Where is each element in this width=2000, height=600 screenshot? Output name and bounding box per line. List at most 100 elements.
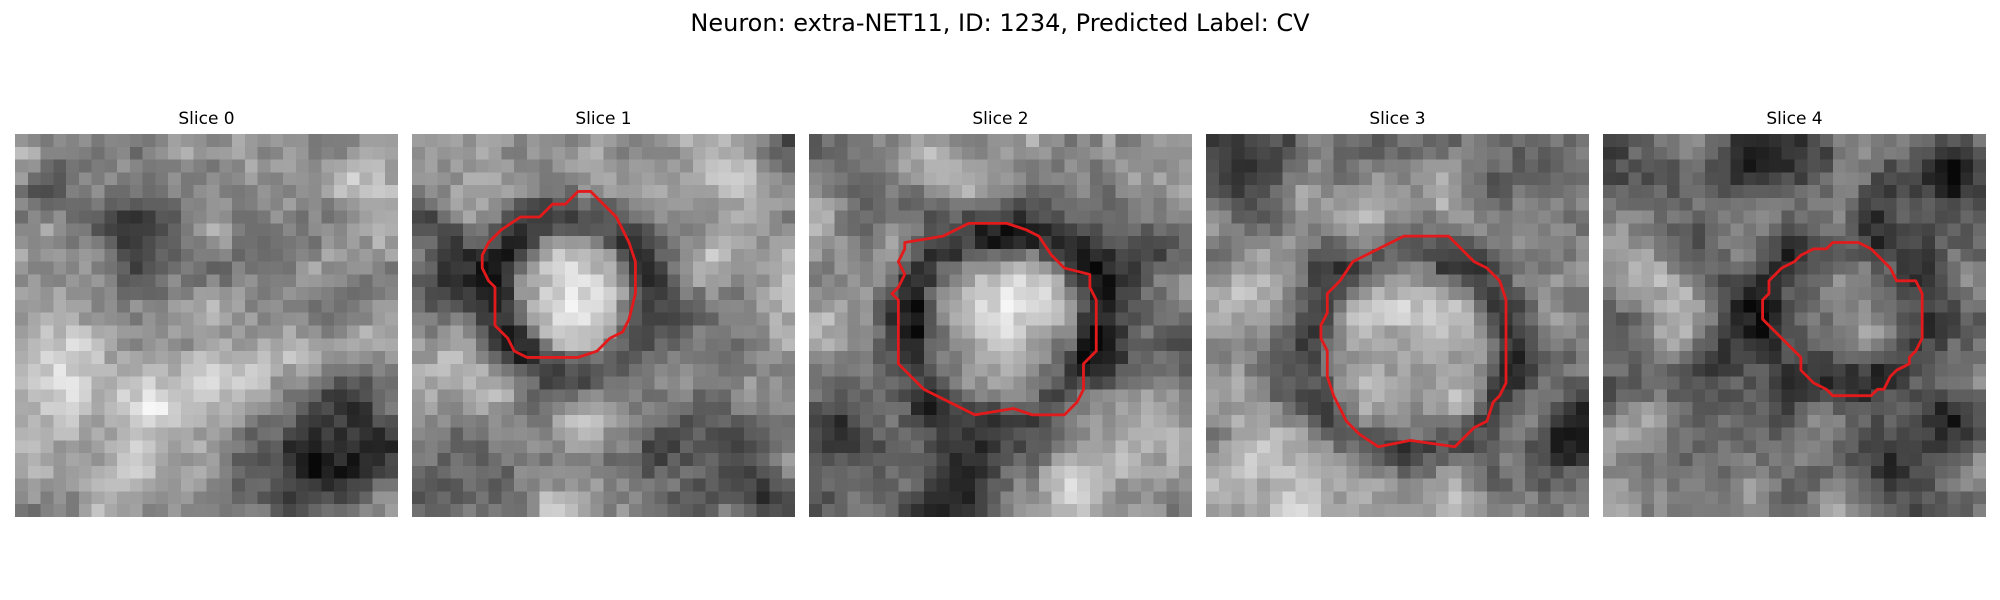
pixel — [514, 377, 527, 390]
pixel — [616, 402, 629, 415]
pixel — [1295, 211, 1308, 224]
pixel — [1846, 377, 1859, 390]
pixel — [1090, 377, 1103, 390]
pixel — [1525, 262, 1538, 275]
pixel — [1705, 377, 1718, 390]
pixel — [1103, 262, 1116, 275]
pixel — [1922, 287, 1935, 300]
pixel — [822, 415, 835, 428]
pixel — [1846, 198, 1859, 211]
pixel — [1064, 351, 1077, 364]
pixel — [911, 198, 924, 211]
pixel — [1718, 236, 1731, 249]
pixel — [680, 466, 693, 479]
pixel — [911, 313, 924, 326]
pixel — [1833, 287, 1846, 300]
pixel — [66, 479, 79, 492]
pixel — [1897, 287, 1910, 300]
pixel — [769, 377, 782, 390]
pixel — [835, 198, 848, 211]
pixel — [1833, 326, 1846, 339]
pixel — [1359, 389, 1372, 402]
pixel — [155, 198, 168, 211]
pixel — [1692, 198, 1705, 211]
pixel — [565, 326, 578, 339]
pixel — [1334, 364, 1347, 377]
pixel — [629, 223, 642, 236]
pixel — [1052, 160, 1065, 173]
pixel — [898, 198, 911, 211]
pixel — [1680, 428, 1693, 441]
pixel — [1616, 351, 1629, 364]
pixel — [360, 300, 373, 313]
pixel — [1115, 440, 1128, 453]
pixel — [1077, 198, 1090, 211]
pixel — [718, 389, 731, 402]
pixel — [1846, 300, 1859, 313]
pixel — [540, 377, 553, 390]
pixel — [181, 364, 194, 377]
pixel — [1166, 198, 1179, 211]
pixel — [1103, 479, 1116, 492]
pixel — [15, 338, 28, 351]
pixel — [1948, 415, 1961, 428]
pixel — [809, 300, 822, 313]
pixel — [1563, 364, 1576, 377]
pixel — [1667, 313, 1680, 326]
pixel — [463, 249, 476, 262]
pixel — [1423, 504, 1436, 517]
pixel — [1219, 313, 1232, 326]
pixel — [860, 236, 873, 249]
pixel — [1922, 147, 1935, 160]
pixel — [886, 262, 899, 275]
pixel — [1270, 211, 1283, 224]
pixel — [1525, 479, 1538, 492]
pixel — [1858, 211, 1871, 224]
pixel — [1487, 147, 1500, 160]
pixel — [66, 351, 79, 364]
pixel — [1641, 223, 1654, 236]
pixel — [718, 453, 731, 466]
pixel — [1461, 262, 1474, 275]
pixel — [1500, 466, 1513, 479]
pixel — [822, 160, 835, 173]
pixel — [655, 351, 668, 364]
pixel — [860, 491, 873, 504]
pixel — [1833, 466, 1846, 479]
pixel — [309, 223, 322, 236]
pixel — [41, 466, 54, 479]
pixel — [181, 338, 194, 351]
pixel — [1090, 479, 1103, 492]
pixel — [1103, 453, 1116, 466]
pixel — [41, 415, 54, 428]
pixel — [1064, 491, 1077, 504]
pixel — [1731, 249, 1744, 262]
pixel — [28, 389, 41, 402]
pixel — [232, 338, 245, 351]
pixel — [1436, 134, 1449, 147]
pixel — [642, 313, 655, 326]
pixel — [1283, 262, 1296, 275]
pixel — [1103, 415, 1116, 428]
pixel — [1692, 377, 1705, 390]
pixel — [194, 440, 207, 453]
pixel — [372, 326, 385, 339]
pixel — [1410, 364, 1423, 377]
pixel — [1103, 287, 1116, 300]
pixel — [1935, 389, 1948, 402]
pixel — [245, 415, 258, 428]
pixel — [334, 134, 347, 147]
pixel — [782, 236, 795, 249]
pixel — [1013, 338, 1026, 351]
pixel — [1166, 440, 1179, 453]
pixel — [232, 262, 245, 275]
pixel — [1616, 300, 1629, 313]
pixel — [1423, 402, 1436, 415]
pixel — [1576, 453, 1589, 466]
pixel — [757, 172, 770, 185]
pixel — [1551, 274, 1564, 287]
pixel — [1244, 262, 1257, 275]
pixel — [1782, 198, 1795, 211]
pixel — [1308, 504, 1321, 517]
pixel — [527, 479, 540, 492]
